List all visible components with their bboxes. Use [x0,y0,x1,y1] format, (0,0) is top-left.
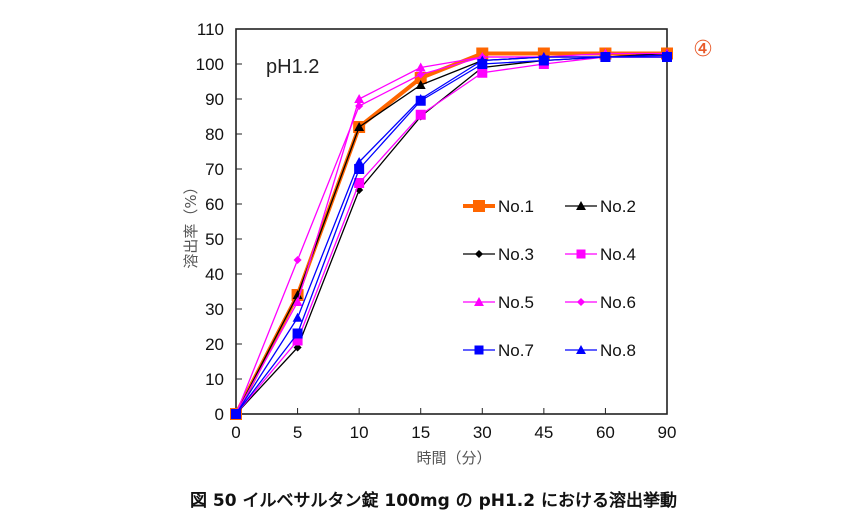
legend-marker [576,297,586,307]
legend-item: No.2 [565,197,636,216]
figure-caption: 図 50 イルベサルタン錠 100mg の pH1.2 における溶出挙動 [189,491,678,511]
legend: No.1 No.2 No.3 No.4 No.5 No.6 No.7 No.8 [463,197,636,360]
data-point [292,335,303,346]
y-tick-label: 110 [197,20,224,39]
axes: 0 10 20 30 40 50 60 70 80 90 100 110 0 5 10 15 30 45 60 90 [196,20,677,442]
series-line [235,52,667,415]
data-point [293,255,302,265]
series-no5 [231,48,672,418]
data-point [415,62,426,72]
y-tick-label: 50 [205,230,224,249]
y-axis-title: 溶出率（%） [182,179,200,268]
data-point [416,70,425,79]
data-point [231,409,241,418]
data-point [292,312,303,322]
data-point [477,67,488,78]
series-no3 [231,52,672,419]
legend-label: No.3 [498,245,534,264]
series-layer [230,47,673,420]
data-point [354,157,365,166]
ph-annotation: pH1.2 [266,56,319,78]
x-tick-label: 10 [350,423,369,442]
legend-item: No.4 [565,245,636,264]
data-point [354,122,365,131]
legend-item: No.8 [565,341,636,360]
data-point [354,178,365,188]
x-axis-title: 時間（分） [416,449,491,467]
y-tick-label: 20 [205,335,224,354]
legend-marker [474,297,484,306]
y-tick-label: 0 [215,405,224,424]
x-tick-label: 45 [534,423,553,442]
y-tick-label: 90 [205,90,224,109]
data-point [415,80,426,89]
x-tick-label: 15 [411,423,430,442]
y-tick-label: 10 [205,370,224,389]
y-tick-label: 40 [205,265,224,284]
y-tick-label: 100 [196,55,224,74]
x-tick-label: 90 [658,423,677,442]
x-tick-label: 5 [293,423,302,442]
legend-marker [576,345,586,354]
data-point [415,109,426,120]
y-tick-label: 80 [205,125,224,144]
legend-item: No.7 [463,341,534,360]
data-point [354,164,365,174]
plot-frame [235,28,668,415]
series-no4 [231,52,672,419]
legend-marker [576,249,586,259]
legend-marker [474,249,484,259]
badge-group: ④ [693,37,713,62]
x-tick-label: 30 [473,423,492,442]
data-point [355,101,364,111]
data-point [292,328,303,339]
legend-label: No.5 [498,293,534,312]
legend-label: No.1 [498,197,534,216]
legend-label: No.2 [600,197,636,216]
figure-badge: ④ [693,37,713,62]
data-point [662,50,672,60]
data-point [538,52,549,61]
legend-item: No.3 [463,245,534,264]
legend-label: No.8 [600,341,636,360]
series-line [235,56,667,415]
series-no8 [231,50,672,418]
data-point [292,297,303,306]
y-tick-label: 30 [205,300,224,319]
legend-item: No.1 [463,197,534,216]
data-point [354,94,365,103]
series-line [235,56,667,415]
y-tick-label: 70 [205,160,224,179]
y-tick-label: 60 [205,195,224,214]
series-no6 [231,52,672,419]
series-no2 [231,48,672,418]
x-tick-label: 0 [231,423,240,442]
legend-marker [473,200,485,212]
series-no1 [230,47,673,420]
series-line [235,54,668,415]
legend-label: No.7 [498,341,534,360]
legend-label: No.4 [600,245,636,264]
data-point [600,52,611,61]
legend-label: No.6 [600,293,636,312]
series-line [235,56,667,415]
x-tick-label: 60 [596,423,615,442]
data-point [415,94,426,103]
data-point [292,290,303,299]
data-point [477,55,488,65]
legend-marker [474,345,484,355]
series-no7 [231,52,672,419]
legend-item: No.6 [565,293,636,312]
legend-item: No.5 [463,293,534,312]
series-line [235,56,667,415]
legend-marker [576,201,586,210]
